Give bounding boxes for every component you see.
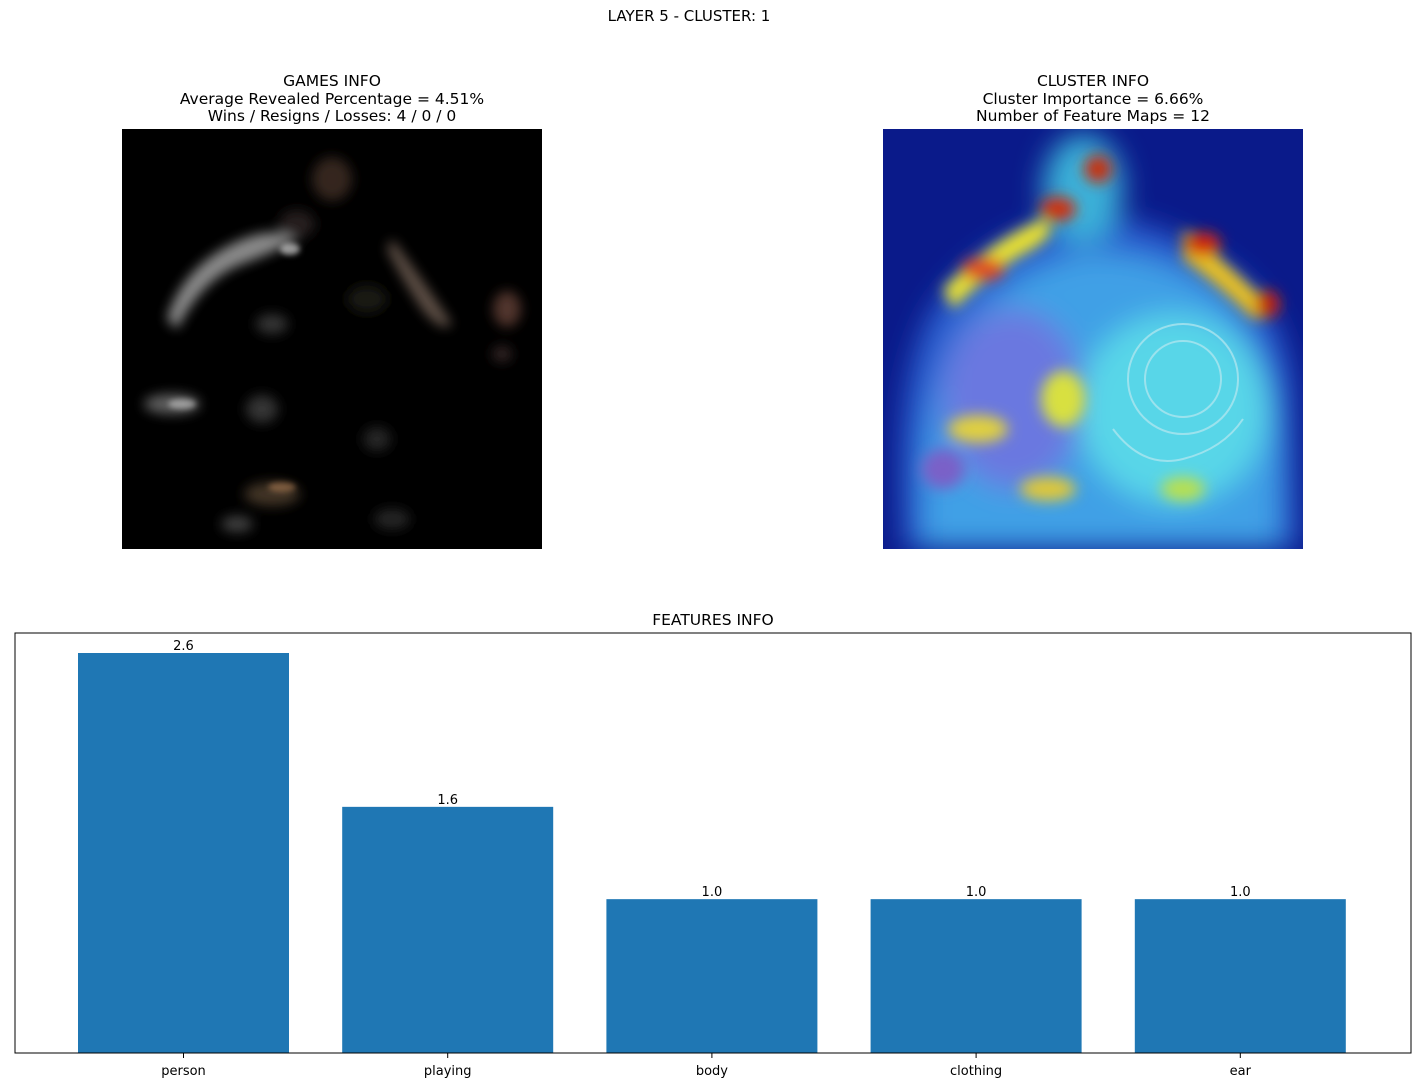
figure-title: LAYER 5 - CLUSTER: 1: [607, 7, 771, 25]
value-label-person: 2.6: [173, 639, 194, 654]
bar-chart-title: FEATURES INFO: [652, 611, 774, 629]
cluster-info-feature-maps: Number of Feature Maps = 12: [976, 107, 1210, 125]
games-info-title: GAMES INFO: [283, 72, 381, 90]
bar-clothing: [870, 899, 1082, 1053]
bar-person: [78, 653, 289, 1053]
heatmap-image: [883, 129, 1303, 549]
bar-body: [606, 899, 818, 1053]
games-info-avg-revealed: Average Revealed Percentage = 4.51%: [179, 89, 485, 108]
x-tick-label-ear: ear: [1230, 1064, 1252, 1079]
revealed-image: [122, 129, 542, 549]
games-info-header: GAMES INFO Average Revealed Percentage =…: [122, 72, 542, 126]
x-tick-label-playing: playing: [424, 1064, 472, 1079]
x-tick-label-clothing: clothing: [950, 1064, 1002, 1079]
bar-playing: [342, 806, 554, 1053]
value-label-body: 1.0: [702, 885, 723, 900]
plot-frame: [14, 632, 1412, 1054]
games-info-record: Wins / Resigns / Losses: 4 / 0 / 0: [207, 107, 457, 125]
value-label-clothing: 1.0: [966, 885, 987, 900]
cluster-info-title: CLUSTER INFO: [1036, 72, 1150, 90]
bar-ear: [1134, 899, 1346, 1053]
x-tick-label-body: body: [696, 1064, 728, 1079]
value-label-ear: 1.0: [1230, 885, 1251, 900]
cluster-info-header: CLUSTER INFO Cluster Importance = 6.66% …: [883, 72, 1303, 126]
x-tick-label-person: person: [161, 1064, 206, 1079]
value-label-playing: 1.6: [437, 793, 458, 808]
cluster-info-importance: Cluster Importance = 6.66%: [982, 89, 1204, 108]
